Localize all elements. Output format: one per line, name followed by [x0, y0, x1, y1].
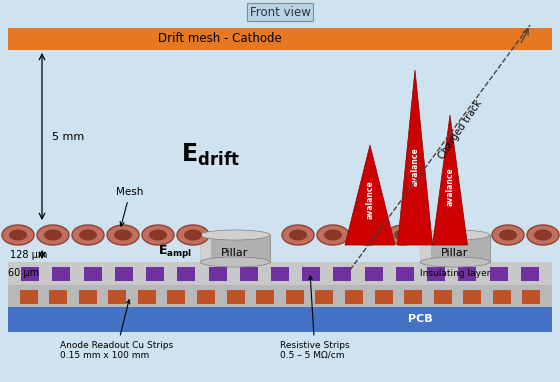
Text: Pillar: Pillar: [221, 248, 249, 257]
Text: avalance: avalance: [410, 147, 419, 186]
Ellipse shape: [177, 225, 209, 245]
Bar: [375, 290, 393, 304]
Bar: [521, 267, 539, 281]
Bar: [20, 290, 38, 304]
Bar: [108, 290, 127, 304]
Bar: [208, 267, 227, 281]
Bar: [138, 290, 156, 304]
Bar: [8, 285, 552, 307]
Text: Charged track: Charged track: [436, 99, 484, 161]
Text: PCB: PCB: [408, 314, 432, 324]
Ellipse shape: [387, 225, 419, 245]
Bar: [489, 267, 507, 281]
Bar: [404, 290, 422, 304]
Bar: [49, 290, 67, 304]
Text: $\mathbf{E_{drift}}$: $\mathbf{E_{drift}}$: [181, 142, 239, 168]
Text: avalance: avalance: [366, 181, 375, 219]
Bar: [8, 262, 552, 285]
Bar: [146, 267, 164, 281]
Bar: [115, 267, 133, 281]
Bar: [53, 267, 71, 281]
Bar: [396, 267, 414, 281]
Text: Insulating layer: Insulating layer: [419, 269, 490, 278]
Ellipse shape: [282, 225, 314, 245]
Ellipse shape: [200, 257, 270, 267]
Bar: [493, 290, 511, 304]
Text: Drift mesh - Cathode: Drift mesh - Cathode: [158, 32, 282, 45]
Ellipse shape: [184, 230, 202, 241]
Bar: [420, 235, 431, 262]
Bar: [302, 267, 320, 281]
Ellipse shape: [114, 230, 132, 241]
Bar: [286, 290, 304, 304]
Text: Resistive Strips
0.5 – 5 MΩ/cm: Resistive Strips 0.5 – 5 MΩ/cm: [280, 276, 349, 360]
Text: $\mathbf{E_{ampl}}$: $\mathbf{E_{ampl}}$: [158, 243, 192, 261]
Ellipse shape: [420, 230, 490, 240]
Bar: [345, 290, 363, 304]
Bar: [315, 290, 333, 304]
Polygon shape: [345, 145, 395, 245]
Bar: [79, 290, 97, 304]
Bar: [427, 267, 445, 281]
Ellipse shape: [37, 225, 69, 245]
Text: 60 μm: 60 μm: [8, 269, 39, 278]
Ellipse shape: [2, 225, 34, 245]
Ellipse shape: [394, 230, 412, 241]
Bar: [333, 267, 352, 281]
Polygon shape: [398, 70, 432, 245]
Bar: [522, 290, 540, 304]
Text: Mesh: Mesh: [116, 187, 144, 226]
Polygon shape: [432, 115, 468, 245]
Bar: [167, 290, 185, 304]
Ellipse shape: [44, 230, 62, 241]
Bar: [240, 267, 258, 281]
Bar: [8, 307, 552, 332]
Text: Front view: Front view: [250, 5, 310, 18]
Ellipse shape: [9, 230, 27, 241]
Bar: [463, 290, 481, 304]
Bar: [21, 267, 39, 281]
Ellipse shape: [200, 230, 270, 240]
Bar: [256, 290, 274, 304]
Text: 128 μm: 128 μm: [10, 249, 48, 259]
Bar: [458, 267, 477, 281]
Bar: [433, 290, 452, 304]
Ellipse shape: [527, 225, 559, 245]
Ellipse shape: [499, 230, 517, 241]
Bar: [420, 235, 490, 262]
Bar: [271, 267, 289, 281]
Bar: [83, 267, 102, 281]
Ellipse shape: [324, 230, 342, 241]
Bar: [200, 235, 211, 262]
Ellipse shape: [420, 257, 490, 267]
Text: Pillar: Pillar: [441, 248, 469, 257]
Bar: [8, 28, 552, 50]
Text: 5 mm: 5 mm: [52, 131, 84, 141]
Ellipse shape: [352, 225, 384, 245]
Ellipse shape: [289, 230, 307, 241]
Bar: [197, 290, 215, 304]
Bar: [365, 267, 382, 281]
Ellipse shape: [72, 225, 104, 245]
Bar: [178, 267, 195, 281]
Ellipse shape: [142, 225, 174, 245]
Ellipse shape: [492, 225, 524, 245]
Text: avalance: avalance: [446, 167, 455, 206]
Ellipse shape: [107, 225, 139, 245]
Ellipse shape: [534, 230, 552, 241]
Ellipse shape: [359, 230, 377, 241]
Bar: [227, 290, 245, 304]
Ellipse shape: [317, 225, 349, 245]
Text: Anode Readout Cu Strips
0.15 mm x 100 mm: Anode Readout Cu Strips 0.15 mm x 100 mm: [60, 300, 173, 360]
Bar: [200, 235, 270, 262]
Ellipse shape: [149, 230, 167, 241]
Ellipse shape: [79, 230, 97, 241]
